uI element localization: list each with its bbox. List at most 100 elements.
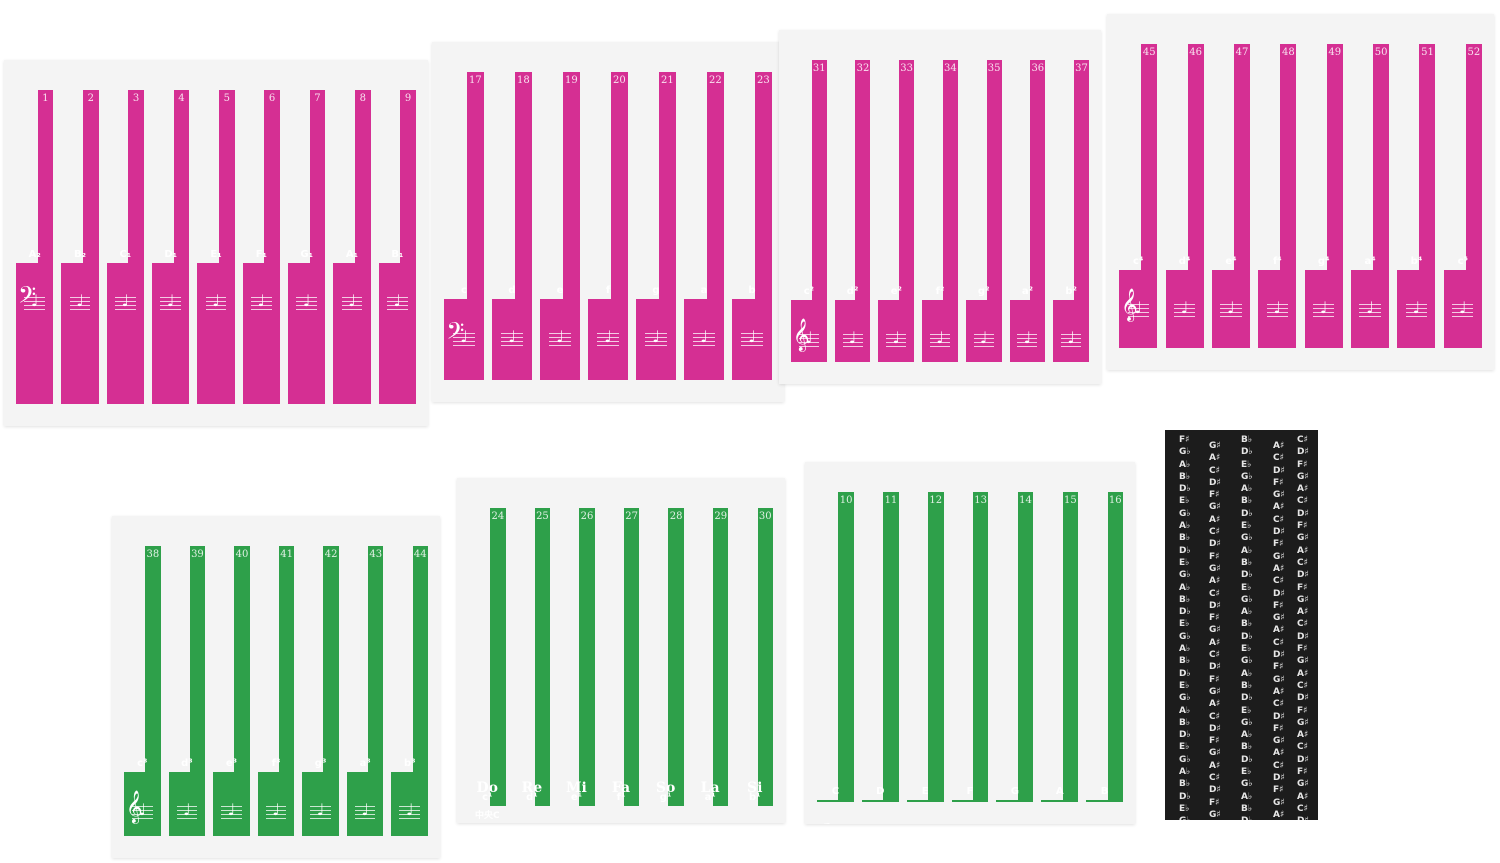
accidental-label: D♯	[1209, 477, 1221, 488]
accidental-label: F♯	[1273, 785, 1284, 796]
key-sticker: F₁ ♩	[242, 249, 280, 404]
accidental-label: G♭	[1241, 656, 1253, 667]
key-number: 50	[1374, 47, 1388, 58]
note-name: d³	[181, 758, 193, 769]
accidental-label: A♭	[1241, 730, 1253, 741]
staff-lines	[1405, 304, 1428, 320]
accidental-label: F♯	[1273, 539, 1284, 550]
key-number: 24	[491, 511, 505, 522]
accidental-label: A♭	[1179, 521, 1191, 532]
sheet-2: 17 c ♩ 𝄢 18 d ♩ 19 e ♩ 20 f ♩ 21 g ♩ 22 a ♩ 23 b ♩	[432, 42, 784, 402]
accidental-label: D♭	[1241, 447, 1253, 458]
key-number: 38	[146, 549, 160, 560]
quarter-note-icon: ♩	[138, 800, 147, 819]
key-stem: 38	[145, 546, 161, 772]
key-stem: 20	[611, 72, 628, 299]
key-number: 39	[191, 549, 204, 560]
accidental-label: D♭	[1241, 754, 1253, 765]
accidental-label: F♯	[1297, 644, 1308, 655]
key-stem: 2	[82, 90, 99, 263]
staff-lines	[221, 806, 242, 822]
accidental-label: G♭	[1241, 779, 1253, 790]
key-stem: 14	[1017, 492, 1034, 800]
key-stem: 21	[659, 72, 676, 299]
accidental-label: C♯	[1297, 557, 1308, 568]
key-stem: 22	[707, 72, 724, 299]
key-stem: 37	[1074, 60, 1090, 300]
note-name: A₂	[28, 249, 41, 260]
key-number: 42	[324, 549, 338, 560]
bass-clef-icon: 𝄢	[819, 818, 837, 824]
key-stem: 42	[323, 546, 339, 772]
accidental-label: A♭	[1179, 459, 1191, 470]
note-name: d	[508, 285, 516, 296]
treble-clef-icon: 𝄞	[792, 318, 810, 351]
accidental-label: A♭	[1179, 705, 1191, 716]
key-number: 52	[1467, 47, 1481, 58]
quarter-note-icon: ♩	[302, 291, 311, 310]
key-sticker: d⁴ ♩	[1165, 256, 1204, 348]
note-name: g¹	[659, 792, 672, 803]
staff-lines	[354, 806, 376, 822]
key-number: 8	[359, 93, 366, 104]
staff-lines	[1359, 304, 1381, 320]
middle-c-label: 中央C	[474, 811, 500, 821]
accidental-label: D♭	[1179, 484, 1191, 495]
accidental-label: G♯	[1273, 490, 1285, 501]
accidental-label: G♯	[1297, 779, 1309, 790]
key-sticker: B₁ ♩	[378, 249, 416, 404]
accidental-label: A♭	[1179, 582, 1191, 593]
key-sticker: E♩	[906, 786, 944, 802]
accidental-label: F♯	[1179, 435, 1190, 445]
staff-lines	[740, 333, 764, 349]
key-number: 31	[812, 63, 826, 74]
key-stem: 13	[972, 492, 989, 800]
note-name: e²	[890, 286, 902, 297]
key-stem: 24	[490, 508, 506, 806]
key-number: 49	[1328, 47, 1342, 58]
accidental-label: D♯	[1273, 465, 1285, 476]
key-number: 9	[404, 93, 412, 104]
accidental-label: C♯	[1273, 576, 1284, 587]
note-name: C	[831, 786, 840, 797]
accidental-label: D♯	[1273, 711, 1285, 722]
key-number: 36	[1031, 63, 1045, 74]
key-stem: 48	[1280, 44, 1297, 270]
accidental-label: B♭	[1241, 496, 1253, 507]
key-stem: 10	[838, 492, 854, 800]
note-name: a¹	[704, 792, 716, 803]
staff-lines	[1220, 304, 1242, 320]
note-name: g²	[977, 286, 990, 297]
key-stem: 28	[668, 508, 684, 806]
accidental-label: A♯	[1297, 791, 1309, 802]
accidental-label: D♯	[1209, 662, 1221, 673]
key-sticker: c⁵ ♩	[1443, 256, 1482, 348]
accidental-label: A♯	[1297, 730, 1309, 741]
accidental-label: G♭	[1241, 533, 1253, 544]
accidental-label: E♭	[1241, 459, 1252, 470]
key-sticker: D₁ ♩	[152, 249, 190, 404]
key-sticker: d ♩	[492, 285, 532, 380]
key-stem: 9	[400, 90, 416, 263]
key-number: 43	[369, 549, 383, 560]
note-name: G₁	[300, 249, 313, 260]
note-name: g⁴	[1317, 256, 1330, 267]
accidental-label: A♯	[1273, 563, 1285, 574]
key-sticker: A₂ ♩ 𝄢	[16, 249, 54, 404]
quarter-note-icon: ♩	[1319, 298, 1328, 317]
accidental-label: G♯	[1297, 717, 1309, 728]
quarter-note-icon: ♩	[556, 327, 564, 346]
key-stem: 15	[1062, 492, 1079, 800]
accidental-label: A♯	[1273, 502, 1285, 513]
key-sticker: C♩𝄢	[817, 786, 854, 824]
key-sticker: f² ♩	[922, 286, 958, 362]
accidental-label: G♯	[1273, 736, 1285, 747]
key-number: 48	[1281, 47, 1295, 58]
key-sticker: f ♩	[588, 285, 628, 380]
note-name: d²	[846, 286, 859, 297]
key-number: 41	[280, 549, 293, 560]
key-stem: 52	[1465, 44, 1482, 270]
key-stem: 34	[942, 60, 958, 300]
key-stem: 49	[1326, 44, 1343, 270]
accidental-label: A♭	[1179, 767, 1191, 778]
